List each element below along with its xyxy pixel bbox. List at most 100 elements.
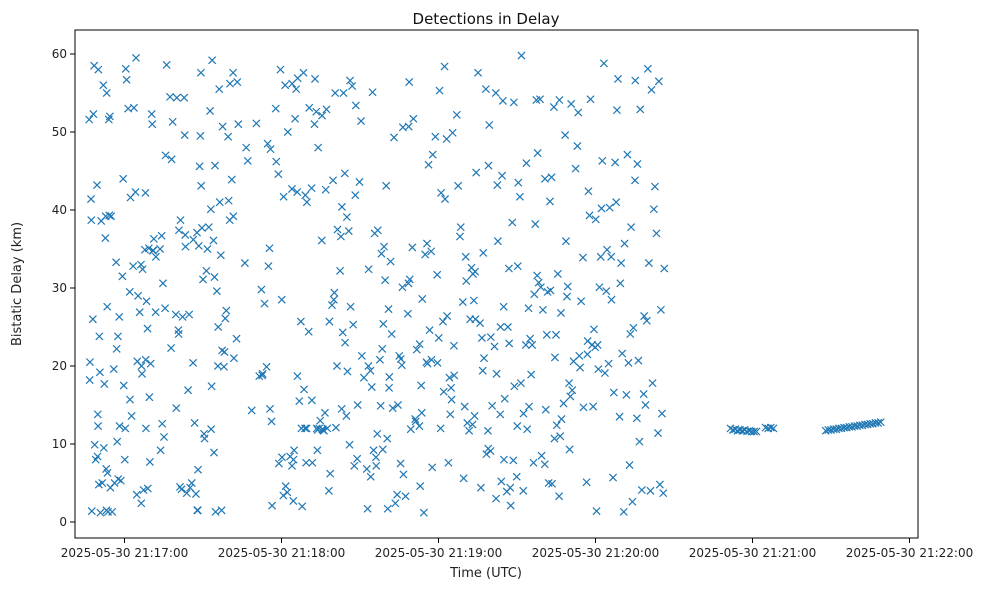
data-point [346, 302, 355, 311]
data-point [654, 77, 663, 86]
data-point [345, 440, 354, 449]
data-point [648, 379, 657, 388]
data-point [151, 308, 160, 317]
data-point [493, 181, 502, 190]
data-point [620, 239, 629, 248]
data-point [218, 122, 227, 131]
data-point [472, 168, 481, 177]
data-point [654, 429, 663, 438]
data-point [636, 105, 645, 114]
data-point [408, 243, 417, 252]
data-point [607, 295, 616, 304]
data-point [416, 482, 425, 491]
data-point [492, 369, 501, 378]
data-point [320, 408, 329, 417]
data-point [493, 237, 502, 246]
data-point [505, 339, 514, 348]
data-point [476, 319, 485, 328]
data-point [513, 422, 522, 431]
data-point [93, 181, 102, 190]
data-point [264, 262, 273, 271]
data-point [444, 458, 453, 467]
x-tick-label: 2025-05-30 21:18:00 [218, 546, 345, 560]
data-point [255, 372, 264, 381]
data-point [438, 317, 447, 326]
y-axis: 0 10 20 30 40 50 60 [52, 47, 75, 529]
data-point [563, 282, 572, 291]
data-point [769, 424, 778, 433]
data-point [180, 93, 189, 102]
data-point [368, 88, 377, 97]
data-point [591, 215, 600, 224]
data-point [461, 252, 470, 261]
data-point [351, 101, 360, 110]
data-point [116, 476, 125, 485]
data-point [611, 158, 620, 167]
data-point [260, 299, 269, 308]
y-tick-label: 60 [52, 47, 67, 61]
data-point [198, 275, 208, 284]
data-point [506, 483, 515, 492]
data-point [145, 393, 154, 402]
data-point [232, 334, 241, 343]
data-point [139, 485, 148, 495]
data-point [349, 320, 358, 329]
data-point [752, 427, 761, 436]
data-point [602, 245, 612, 254]
data-point [647, 85, 656, 94]
data-point [600, 368, 609, 378]
data-point [367, 383, 376, 392]
data-point [602, 287, 611, 296]
data-point [527, 370, 536, 379]
data-point [215, 198, 224, 207]
data-point [145, 457, 154, 466]
data-point [478, 366, 487, 375]
data-point [378, 445, 387, 454]
data-point [434, 333, 443, 342]
data-point [274, 170, 283, 179]
data-point [514, 178, 523, 187]
data-point [417, 408, 426, 417]
data-point [561, 237, 570, 246]
data-point [607, 252, 616, 261]
data-point [146, 359, 155, 368]
data-point [477, 333, 486, 342]
data-point [299, 68, 308, 77]
data-point [595, 283, 604, 292]
data-point [121, 424, 130, 433]
data-point [465, 426, 474, 435]
data-point [546, 286, 555, 295]
data-point [94, 422, 103, 431]
data-point [470, 411, 479, 420]
data-point [547, 173, 556, 182]
data-point [385, 383, 394, 392]
data-point [624, 358, 633, 367]
data-point [582, 478, 591, 487]
data-point [632, 414, 641, 423]
data-point [88, 315, 97, 324]
data-point [385, 372, 394, 381]
data-point [476, 483, 485, 492]
data-point [326, 469, 335, 478]
data-point [293, 188, 302, 197]
data-point [242, 143, 251, 152]
data-point [94, 65, 103, 74]
data-point [641, 400, 650, 410]
data-point [427, 355, 436, 364]
data-point [428, 150, 437, 159]
data-point [577, 297, 586, 306]
data-point [105, 112, 114, 121]
data-point [200, 434, 209, 443]
data-point [398, 283, 407, 292]
data-point [172, 93, 181, 102]
data-point [338, 328, 347, 337]
data-point [224, 132, 233, 141]
data-point [439, 387, 448, 396]
data-point [108, 507, 117, 516]
data-point [204, 223, 213, 232]
data-point [598, 156, 607, 165]
data-point [433, 358, 442, 367]
data-point [659, 489, 668, 498]
data-point [209, 236, 218, 245]
data-point [574, 108, 583, 117]
